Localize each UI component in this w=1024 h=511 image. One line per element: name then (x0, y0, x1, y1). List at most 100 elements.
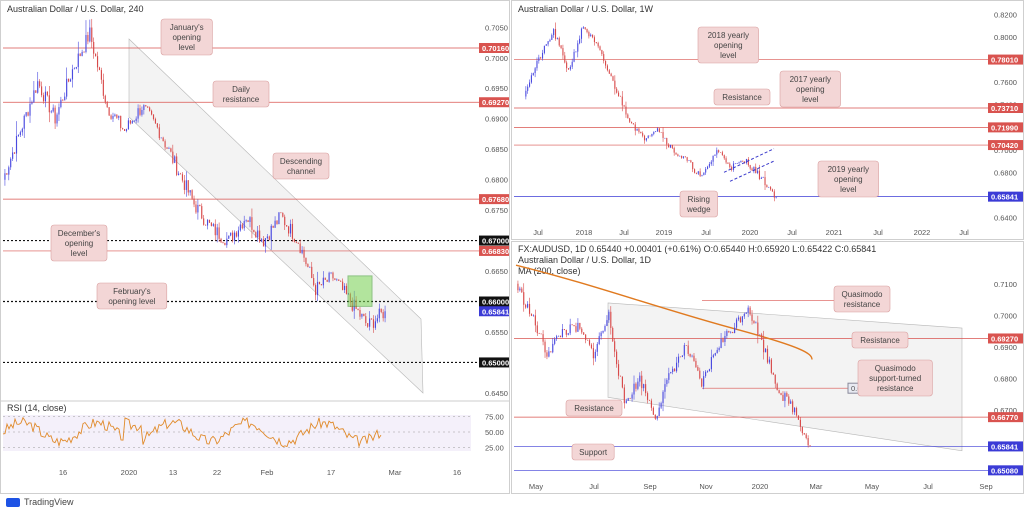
weekly-candle (569, 66, 571, 70)
weekly-candle (543, 45, 545, 53)
weekly-candle (649, 135, 651, 137)
h4-candle (235, 232, 238, 237)
weekly-candle (773, 191, 775, 198)
daily-candle (585, 334, 587, 340)
h4-candle (135, 118, 137, 121)
daily-candle (646, 393, 649, 400)
daily-candle (552, 343, 554, 353)
weekly-level-label-bg (988, 140, 1023, 151)
daily-candle (594, 351, 596, 359)
daily-candle (627, 398, 629, 401)
daily-candle (559, 335, 562, 338)
weekly-candle (771, 189, 773, 192)
weekly-candle (614, 80, 616, 89)
h4-annotation-channel: Descending (280, 157, 322, 166)
daily-candle (797, 415, 800, 420)
daily-candle (722, 339, 724, 342)
h4-candle (278, 212, 280, 225)
daily-candle (774, 374, 776, 384)
h4-candle (374, 321, 377, 328)
daily-candle (730, 331, 732, 333)
h4-x-tick-label: 16 (59, 468, 67, 477)
tradingview-brand[interactable]: TradingView (6, 497, 74, 507)
weekly-level-label-bg (988, 191, 1023, 202)
weekly-candle (669, 145, 672, 148)
weekly-candle (708, 164, 710, 167)
h4-candle (158, 127, 160, 139)
daily-candle (650, 400, 653, 408)
h4-level-label-bg (479, 245, 509, 256)
daily-chart-panel[interactable]: FX:AUDUSD, 1D 0.65440 +0.00401 (+0.61%) … (511, 241, 1024, 494)
daily-candle (587, 339, 589, 341)
daily-candle (517, 283, 519, 291)
h4-candle (262, 239, 265, 247)
h4-candle (8, 167, 10, 175)
h4-candle (41, 86, 43, 96)
daily-x-tick-label: Mar (810, 482, 823, 491)
weekly-candle (612, 76, 614, 81)
daily-annotation-qm-support: resistance (877, 384, 914, 393)
weekly-candle (592, 34, 594, 38)
daily-candle (751, 314, 753, 321)
daily-candle (534, 315, 536, 326)
daily-candle (569, 324, 571, 334)
weekly-chart-panel[interactable]: Australian Dollar / U.S. Dollar, 1W 0.820… (511, 0, 1024, 240)
h4-y-tick-label: 0.6800 (485, 176, 508, 185)
weekly-y-tick-label: 0.8000 (994, 33, 1017, 42)
daily-candle (616, 351, 618, 365)
daily-candle (635, 383, 637, 389)
h4-candle (123, 129, 126, 131)
h4-candle (106, 102, 108, 108)
weekly-candle (734, 163, 736, 165)
daily-candle (782, 394, 784, 401)
daily-y-tick-label: 0.6800 (994, 374, 1017, 383)
h4-candle (62, 99, 64, 101)
h4-candle (326, 279, 328, 282)
h4-candle (46, 91, 48, 96)
daily-candle (662, 391, 664, 404)
weekly-annotation-2019: opening (834, 175, 862, 184)
daily-candle (691, 355, 693, 357)
h4-annotation-daily-resistance: resistance (223, 95, 260, 104)
h4-candle (122, 128, 124, 130)
weekly-chart-title: Australian Dollar / U.S. Dollar, 1W (518, 4, 654, 14)
h4-candle (143, 105, 145, 110)
daily-candle (695, 360, 697, 368)
weekly-x-tick-label: 2021 (826, 228, 843, 237)
weekly-candle (686, 157, 688, 161)
weekly-candle (699, 171, 701, 176)
weekly-candle (567, 68, 570, 70)
weekly-candle (525, 90, 527, 97)
weekly-candle (621, 96, 623, 106)
daily-candle (652, 407, 654, 415)
daily-candle (778, 390, 780, 394)
weekly-chart[interactable]: Australian Dollar / U.S. Dollar, 1W 0.820… (512, 1, 1024, 240)
daily-candle (530, 313, 533, 316)
h4-candle (50, 111, 52, 113)
h4-rsi-tick-label: 50.00 (485, 428, 504, 437)
weekly-candle (529, 82, 531, 87)
daily-candle (705, 371, 707, 377)
h4-chart[interactable]: Australian Dollar / U.S. Dollar, 240 0.70… (1, 1, 510, 494)
h4-candle (226, 238, 228, 246)
daily-candle (720, 339, 722, 348)
weekly-candle (547, 41, 549, 45)
weekly-candle (716, 150, 718, 155)
h4-candle (214, 224, 216, 236)
h4-level-label: 0.65000 (482, 358, 509, 367)
h4-candle (266, 236, 268, 239)
daily-candle (548, 351, 550, 357)
h4-candle (297, 242, 299, 244)
weekly-candle (588, 32, 590, 37)
h4-annotation-december: opening (65, 239, 93, 248)
weekly-candle (579, 38, 581, 44)
daily-annotation-qm-resistance: Quasimodo (842, 290, 883, 299)
weekly-candle (710, 161, 712, 165)
h4-candle (320, 284, 322, 286)
weekly-candle (623, 105, 625, 107)
weekly-candle (664, 137, 666, 139)
daily-chart[interactable]: FX:AUDUSD, 1D 0.65440 +0.00401 (+0.61%) … (512, 242, 1024, 494)
weekly-candle (590, 34, 592, 37)
h4-candle (307, 264, 309, 268)
h4-chart-panel[interactable]: Australian Dollar / U.S. Dollar, 240 0.70… (0, 0, 510, 494)
